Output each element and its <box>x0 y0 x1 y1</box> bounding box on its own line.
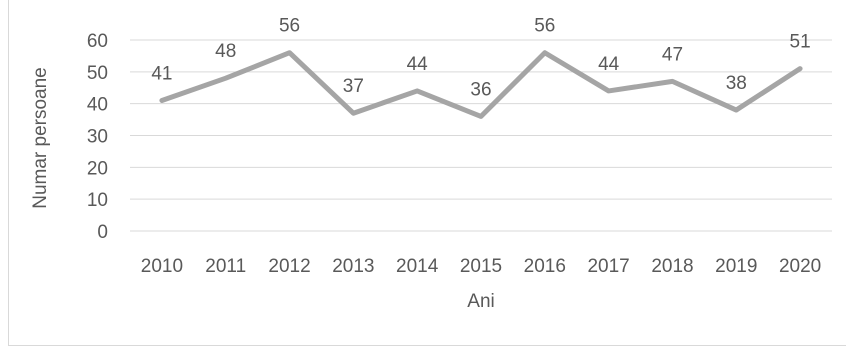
y-tick-label: 0 <box>97 222 108 243</box>
x-tick-label: 2018 <box>651 256 693 277</box>
x-tick-label: 2014 <box>396 256 439 277</box>
data-label: 47 <box>662 44 683 65</box>
y-axis-title: Numar persoane <box>30 67 51 209</box>
data-label: 41 <box>151 63 172 84</box>
data-label: 56 <box>534 16 555 37</box>
data-label: 48 <box>215 41 236 62</box>
data-label: 38 <box>726 73 747 94</box>
y-tick-label: 50 <box>87 63 108 84</box>
y-axis-tick-labels: 0 10 20 30 40 50 60 <box>87 31 108 243</box>
x-axis-tick-labels: 2010 2011 2012 2013 2014 2015 2016 2017 2018 2019… <box>141 256 821 277</box>
data-label: 56 <box>279 16 300 37</box>
x-tick-label: 2012 <box>268 256 310 277</box>
x-tick-label: 2013 <box>332 256 374 277</box>
y-tick-label: 30 <box>87 127 108 148</box>
x-axis-title: Ani <box>467 291 494 312</box>
x-tick-label: 2016 <box>524 256 566 277</box>
data-label: 44 <box>598 54 620 75</box>
x-tick-label: 2019 <box>715 256 757 277</box>
x-tick-label: 2011 <box>205 256 246 277</box>
gridlines <box>130 39 832 232</box>
data-label: 37 <box>343 76 364 97</box>
data-labels: 41 48 56 37 44 36 56 44 47 38 51 <box>151 16 810 101</box>
series-line <box>159 50 803 119</box>
data-label: 44 <box>407 54 429 75</box>
x-tick-label: 2010 <box>141 256 183 277</box>
series-lines <box>159 50 803 119</box>
x-tick-label: 2017 <box>587 256 629 277</box>
data-label: 51 <box>790 32 811 53</box>
chart-frame <box>8 0 846 346</box>
y-tick-label: 60 <box>87 31 108 52</box>
x-tick-label: 2020 <box>779 256 821 277</box>
y-tick-label: 40 <box>87 95 108 116</box>
data-label: 36 <box>470 79 491 100</box>
y-tick-label: 20 <box>87 158 108 179</box>
y-tick-label: 10 <box>87 190 108 211</box>
x-tick-label: 2015 <box>460 256 502 277</box>
